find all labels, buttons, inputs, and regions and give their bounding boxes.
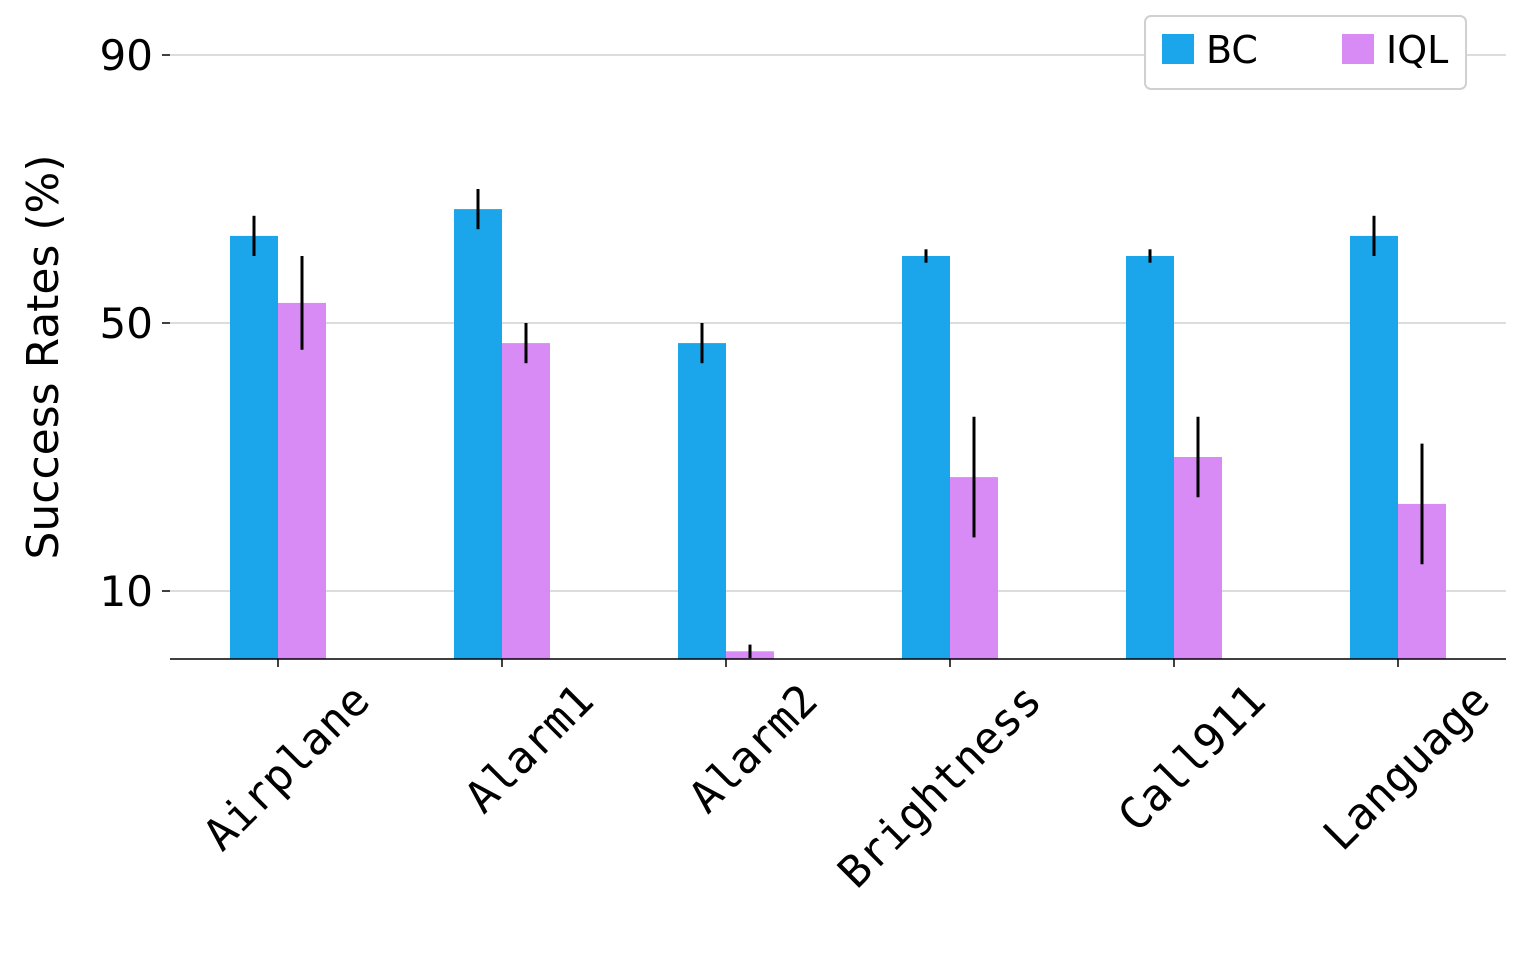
legend-swatch-bc	[1162, 34, 1194, 64]
x-tick-label-language: Language	[1314, 675, 1500, 861]
bar-iql-airplane	[278, 302, 326, 659]
grid-lines	[170, 54, 1506, 592]
bars	[230, 189, 1446, 659]
x-tick-label-alarm1: Alarm1	[455, 675, 603, 823]
bar-bc-brightness	[902, 256, 950, 659]
legend: BC IQL	[1144, 15, 1467, 90]
bar-bc-alarm1	[454, 209, 502, 659]
legend-swatch-iql	[1342, 34, 1374, 64]
bar-bc-alarm2	[678, 343, 726, 659]
x-tick-label-alarm2: Alarm2	[679, 675, 827, 823]
y-axis-label: Success Rates (%)	[18, 154, 69, 559]
y-tick-label-50: 50	[100, 299, 153, 348]
x-tick-label-airplane: Airplane	[194, 675, 380, 861]
x-tick-label-call911: Call911	[1109, 675, 1276, 842]
bar-bc-call911	[1126, 256, 1174, 659]
y-tick-label-10: 10	[100, 567, 153, 616]
x-tick-label-brightness: Brightness	[828, 675, 1051, 898]
legend-box	[1144, 15, 1467, 90]
bar-iql-alarm1	[502, 343, 550, 659]
legend-label-bc: BC	[1206, 28, 1258, 72]
axes	[162, 54, 1506, 667]
bar-bc-language	[1350, 235, 1398, 659]
y-tick-label-90: 90	[100, 31, 153, 80]
legend-label-iql: IQL	[1386, 28, 1448, 72]
bar-bc-airplane	[230, 235, 278, 659]
